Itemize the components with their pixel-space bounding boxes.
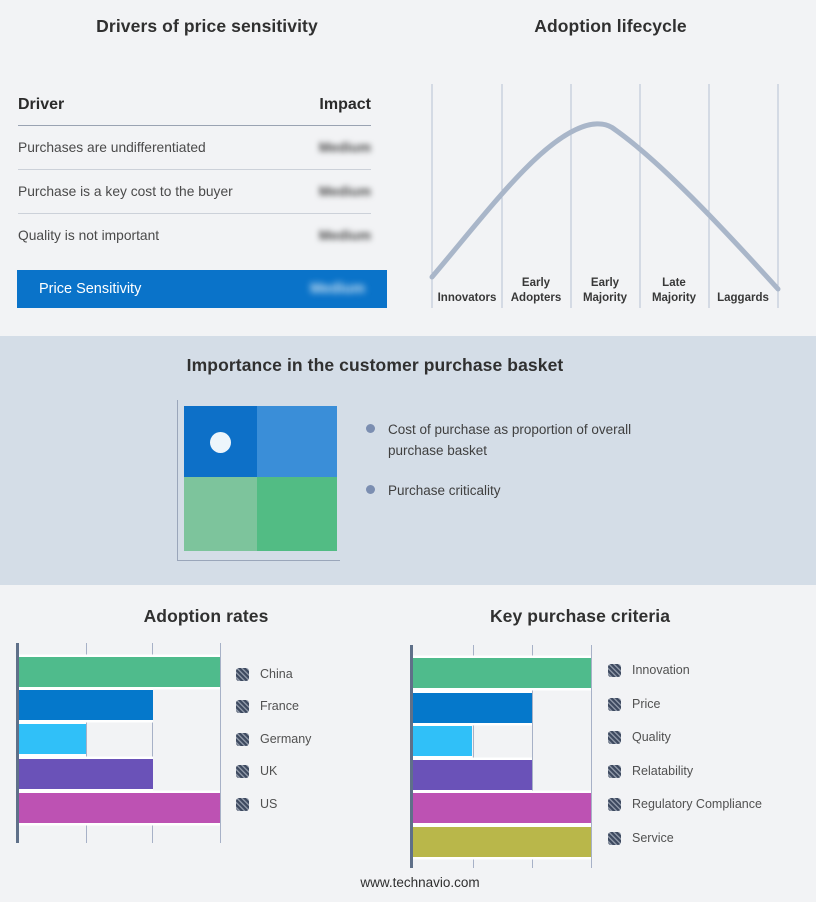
bullet-item: Purchase criticality — [366, 480, 646, 501]
legend-swatch-icon — [608, 831, 621, 845]
price-sensitivity-label: Price Sensitivity — [39, 281, 142, 297]
bullet-dot-icon — [366, 485, 375, 494]
driver-cell: Quality is not important — [18, 228, 160, 243]
lifecycle-panel-title: Adoption lifecycle — [534, 16, 687, 36]
grid-line — [532, 645, 533, 868]
legend-item: UK — [236, 764, 277, 778]
legend-label: UK — [260, 764, 278, 778]
bar-france — [19, 690, 153, 720]
legend-label: France — [260, 699, 299, 713]
drivers-table: Driver Impact Purchases are undifferenti… — [18, 96, 371, 257]
lifecycle-gridlines — [431, 84, 779, 308]
legend-label: China — [260, 667, 293, 681]
basket-title: Importance in the customer purchase bask… — [186, 355, 564, 375]
bullet-text: Cost of purchase as proportion of overal… — [388, 422, 632, 458]
legend-item: Service — [608, 831, 674, 845]
lifecycle-chart — [429, 84, 781, 308]
bar-china — [19, 657, 220, 687]
legend-label: Price — [632, 697, 661, 711]
grid-line — [86, 643, 87, 843]
stage-label-late-majority: Late Majority — [651, 277, 697, 304]
legend-item: Germany — [236, 732, 311, 746]
bar-uk — [19, 759, 153, 789]
y-axis — [410, 645, 413, 868]
impact-cell-redacted: Medium — [310, 281, 365, 297]
legend-label: Regulatory Compliance — [632, 797, 762, 811]
legend-item: China — [236, 667, 293, 681]
driver-cell: Purchase is a key cost to the buyer — [18, 184, 233, 199]
drivers-table-header: Driver Impact — [18, 96, 371, 126]
impact-cell-redacted: Medium — [318, 184, 371, 199]
table-row: Purchases are undifferentiated Medium — [18, 126, 371, 170]
stage-label-early-adopters: Early Adopters — [510, 277, 562, 304]
quadrant-marker-dot — [210, 432, 231, 453]
legend-item: Innovation — [608, 663, 690, 677]
driver-cell: Purchases are undifferentiated — [18, 140, 206, 155]
legend-label: Relatability — [632, 764, 694, 778]
legend-swatch-icon — [236, 732, 249, 746]
bar-quality — [413, 726, 473, 756]
legend-label: Germany — [260, 732, 312, 746]
bullet-dot-icon — [366, 424, 375, 433]
price-sensitivity-highlight-row: Price Sensitivity Medium — [17, 270, 387, 308]
grid-line — [220, 643, 221, 843]
quadrant-axis — [177, 400, 340, 561]
bullet-text: Purchase criticality — [388, 483, 501, 498]
impact-cell-redacted: Medium — [318, 140, 371, 155]
column-impact-label: Impact — [319, 96, 371, 113]
column-driver-label: Driver — [18, 96, 65, 113]
bar-us — [19, 793, 220, 823]
table-row: Purchase is a key cost to the buyer Medi… — [18, 170, 371, 214]
legend-item: Quality — [608, 730, 671, 744]
impact-cell-redacted: Medium — [318, 228, 371, 243]
legend-swatch-icon — [236, 764, 249, 778]
key-criteria-chart — [410, 645, 660, 868]
legend-label: Innovation — [632, 663, 690, 677]
bar-regulatory-compliance — [413, 793, 591, 823]
quadrant-cell-bottom-left — [184, 477, 257, 551]
stage-label-innovators: Innovators — [437, 292, 497, 304]
bar-germany — [19, 724, 86, 754]
stage-label-early-majority: Early Majority — [582, 277, 628, 304]
basket-band — [0, 336, 816, 585]
legend-swatch-icon — [608, 697, 621, 711]
table-row: Quality is not important Medium — [18, 214, 371, 257]
legend-item: Price — [608, 697, 660, 711]
quadrant-chart — [184, 406, 337, 551]
bell-curve — [429, 121, 781, 292]
adoption-rates-chart — [16, 643, 316, 843]
legend-label: US — [260, 797, 278, 811]
legend-item: France — [236, 699, 299, 713]
legend-label: Service — [632, 831, 674, 845]
grid-line — [473, 645, 474, 868]
bar-relatability — [413, 760, 532, 790]
legend-swatch-icon — [236, 797, 249, 811]
legend-swatch-icon — [236, 667, 249, 681]
bar-innovation — [413, 658, 591, 688]
grid-line — [591, 645, 592, 868]
grid-line — [152, 643, 153, 843]
legend-label: Quality — [632, 730, 671, 744]
legend-swatch-icon — [236, 699, 249, 713]
key-criteria-title: Key purchase criteria — [489, 606, 671, 626]
quadrant-cell-top-right — [257, 406, 337, 477]
stage-label-laggards: Laggards — [717, 292, 769, 304]
footer-url: www.technavio.com — [360, 875, 480, 890]
drivers-panel-title: Drivers of price sensitivity — [96, 16, 318, 36]
legend-swatch-icon — [608, 730, 621, 744]
legend-item: Regulatory Compliance — [608, 797, 762, 811]
legend-swatch-icon — [608, 663, 621, 677]
bullet-item: Cost of purchase as proportion of overal… — [366, 419, 646, 461]
quadrant-cell-bottom-right — [257, 477, 337, 551]
y-axis — [16, 643, 19, 843]
legend-swatch-icon — [608, 797, 621, 811]
adoption-rates-title: Adoption rates — [143, 606, 269, 626]
legend-swatch-icon — [608, 764, 621, 778]
legend-item: Relatability — [608, 764, 693, 778]
legend-item: US — [236, 797, 277, 811]
bar-service — [413, 827, 591, 857]
bar-price — [413, 693, 532, 723]
